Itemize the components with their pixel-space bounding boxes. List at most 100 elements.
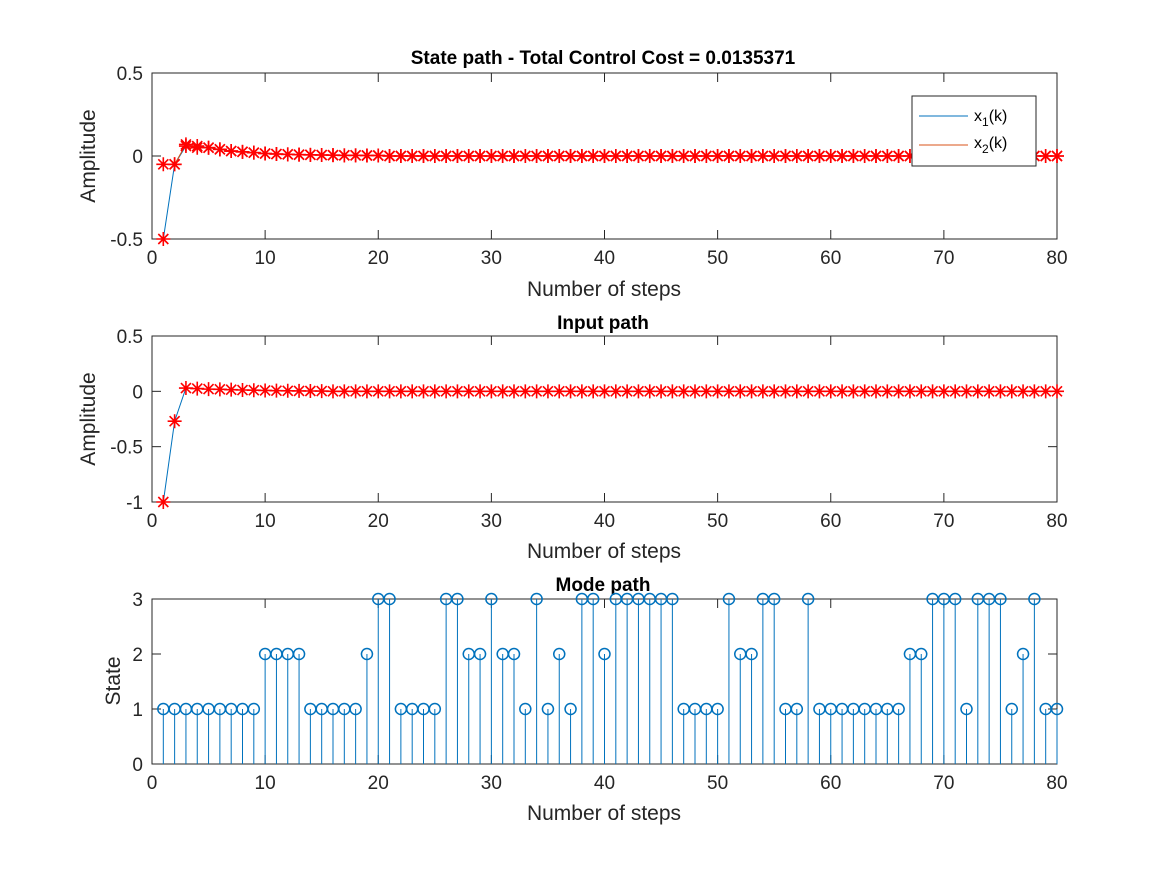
x-tick-label: 10 [255,248,276,269]
stem-marker [1005,702,1018,716]
y-tick-label: -0.5 [110,230,143,251]
data-point-marker [473,149,488,163]
y-tick-label: 3 [132,590,143,611]
data-point-marker [654,384,669,399]
data-point-marker [1027,384,1042,399]
data-point-marker [507,384,521,399]
data-point-marker [970,384,985,399]
data-point-marker [880,149,895,163]
data-point-marker [574,149,589,163]
data-point-marker [823,149,838,163]
data-point-marker [269,147,284,162]
y-tick-label: 2 [132,645,143,666]
data-point-marker [540,149,555,163]
x-tick-label: 0 [147,773,158,794]
data-point-marker [654,149,669,163]
x-tick-label: 80 [1046,511,1067,532]
data-point-marker [348,384,363,399]
data-point-marker [801,149,816,163]
y-tick-label: 0.5 [117,327,143,348]
y-tick-label: -1 [126,493,143,514]
data-point-marker [778,384,793,399]
stem-marker [790,702,804,716]
stem-marker [1050,702,1064,716]
data-point-marker [382,149,397,163]
x-tick-label: 70 [933,773,954,794]
data-point-marker [586,384,601,399]
mode-path-xlabel: Number of steps [527,802,681,825]
stem-marker [473,647,487,661]
data-point-marker [755,149,770,163]
data-point-marker [212,382,227,397]
state-path-ylabel: Amplitude [77,109,100,202]
stem-marker [530,592,543,606]
data-point-marker [507,149,521,163]
x-tick-label: 60 [820,773,841,794]
data-point-marker [303,384,318,399]
data-point-marker [846,384,861,399]
data-point-marker [744,384,759,399]
data-point-marker [371,148,386,163]
x-tick-label: 40 [594,248,615,269]
data-point-marker [789,149,804,163]
data-point-marker [450,149,465,163]
x-tick-label: 80 [1046,773,1067,794]
data-point-marker [178,381,193,396]
x-tick-label: 70 [933,248,954,269]
data-point-marker [608,149,623,163]
data-point-marker [789,384,804,399]
stem-marker [360,647,374,661]
state-path-subplot: State path - Total Control Cost = 0.0135… [77,48,1068,301]
stem-marker [994,592,1007,606]
data-point-marker [914,384,929,399]
data-point-marker [733,384,748,399]
data-point-marker [597,384,612,399]
data-point-marker [1050,384,1064,399]
data-point-marker [280,383,295,398]
stem-marker [892,702,905,716]
stem-marker [507,647,521,661]
stem-marker [711,702,724,716]
input-path-ylabel: Amplitude [77,372,100,465]
stem-marker [915,647,928,661]
data-point-marker [371,384,386,399]
mode-path-title: Mode path [556,575,651,596]
data-point-marker [857,149,872,163]
data-point-marker [608,384,623,399]
input-path-axes-box [151,335,1058,503]
state-path-ticks: 0 10 20 30 40 50 60 70 80-0.500.5 [110,64,1067,269]
stem-marker [960,702,973,716]
x-tick-label: 0 [147,248,158,269]
stem-marker [485,592,498,606]
data-point-marker [767,384,782,399]
data-point-marker [439,384,454,399]
x-tick-label: 50 [707,248,728,269]
data-point-marker [529,384,544,399]
x-tick-label: 30 [481,773,502,794]
data-point-marker [518,149,533,163]
data-point-marker [484,149,499,163]
stem-marker [1016,647,1030,661]
data-point-marker [688,149,702,163]
input-path-marks [156,381,1064,509]
stem-marker [598,647,611,661]
data-point-marker [337,148,352,163]
data-point-marker [552,384,567,399]
data-point-marker [393,149,408,163]
stem-marker [247,702,261,716]
data-point-marker [427,384,442,399]
data-point-marker [733,149,748,163]
y-tick-label: -0.5 [110,438,143,459]
y-tick-label: 0 [132,382,143,403]
data-point-marker [359,384,374,399]
mode-path-ylabel: State [102,656,125,705]
data-point-marker [529,149,544,163]
data-point-marker [857,384,872,399]
data-point-marker [620,149,635,163]
x-tick-label: 10 [255,773,276,794]
data-point-marker [303,147,318,162]
data-point-marker [167,157,182,172]
x-tick-label: 40 [594,773,615,794]
data-point-marker [642,384,657,399]
data-point-marker [891,384,906,399]
